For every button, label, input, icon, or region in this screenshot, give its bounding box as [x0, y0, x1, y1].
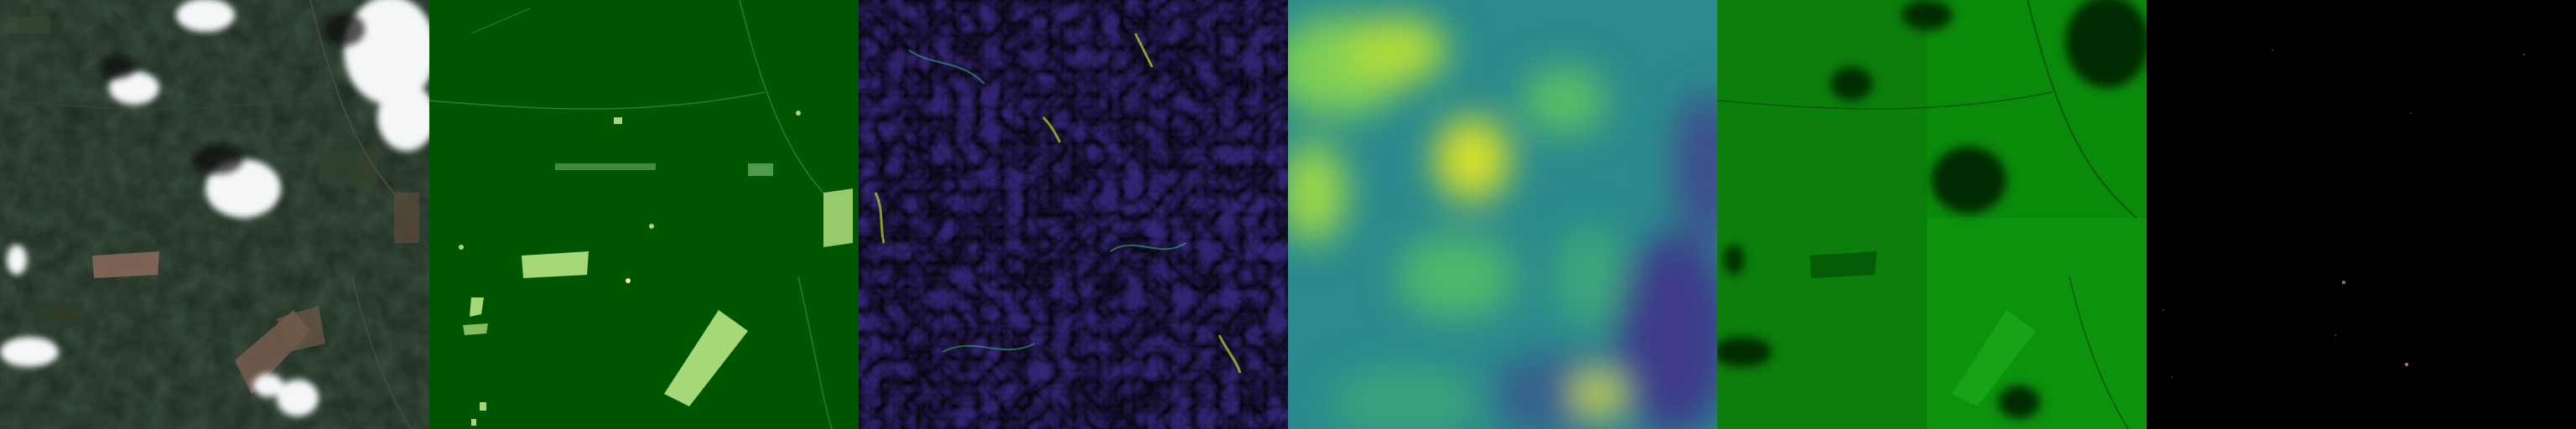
land-cover-mask-panel [429, 0, 859, 429]
rgb-satellite-image [0, 0, 429, 429]
land-cover-mask-image [429, 0, 859, 429]
slope-map-image [859, 0, 1288, 429]
slope-map-panel [859, 0, 1288, 429]
rgb-satellite-panel [0, 0, 429, 429]
green-band-panel [1717, 0, 2147, 429]
elevation-map-panel [1288, 0, 1717, 429]
change-mask-image [2147, 0, 2576, 429]
change-mask-panel [2147, 0, 2576, 429]
green-band-image [1717, 0, 2147, 429]
elevation-map-image [1288, 0, 1717, 429]
